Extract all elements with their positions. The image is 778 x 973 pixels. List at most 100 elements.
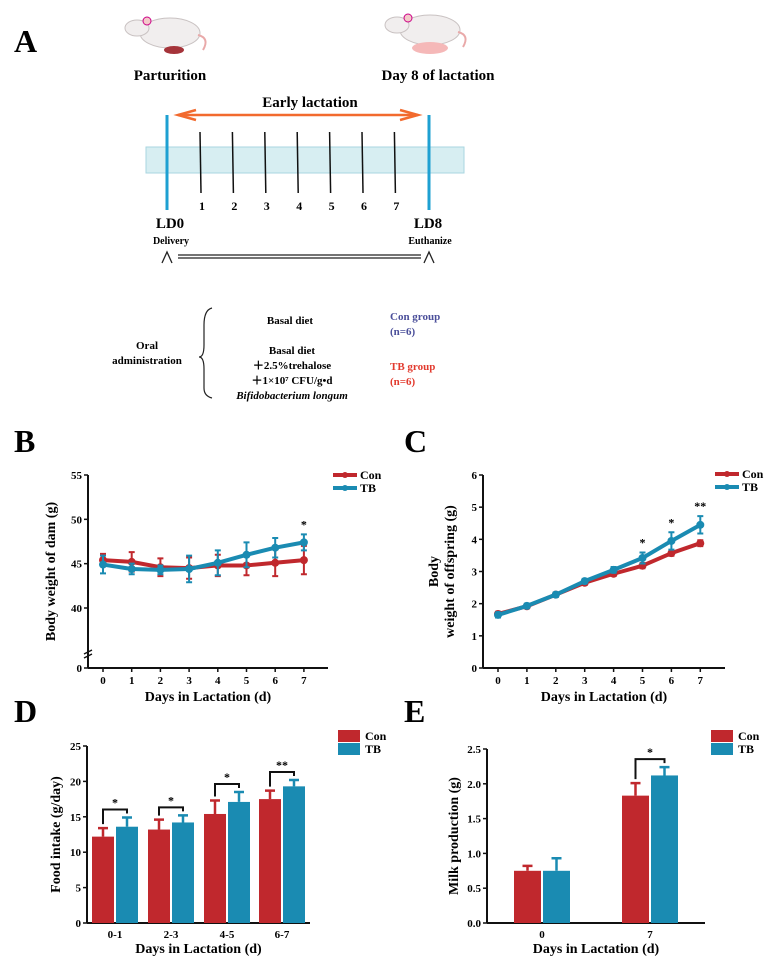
legend-marker xyxy=(724,484,730,490)
data-point xyxy=(156,565,165,574)
caption-parturition: Parturition xyxy=(134,68,207,84)
double-arrow xyxy=(173,108,423,122)
y-tick-label: 0 xyxy=(472,663,478,675)
tb-diet-4: Bifidobacterium longum xyxy=(235,390,348,402)
x-tick-label: 3 xyxy=(582,675,588,687)
x-tick-label: 5 xyxy=(640,675,646,687)
data-point xyxy=(99,560,107,569)
timeline-double-line xyxy=(161,250,435,264)
day-tick-label: 4 xyxy=(296,199,302,213)
bar-tb xyxy=(116,826,138,923)
ld8-label: LD8 xyxy=(414,216,442,232)
data-point xyxy=(271,558,280,567)
day-tick-line xyxy=(393,131,397,194)
error-bar xyxy=(659,765,670,776)
y-tick-label: 2 xyxy=(472,599,478,611)
bar-con xyxy=(92,836,114,923)
x-tick-label: 4 xyxy=(215,675,221,687)
legend-swatch xyxy=(711,730,733,742)
rat-parturition-illustration xyxy=(124,16,207,54)
x-tick-label: 0-1 xyxy=(108,929,123,941)
y-tick-label: 50 xyxy=(71,514,83,526)
panel-label-e: E xyxy=(404,693,425,729)
caption-day8: Day 8 of lactation xyxy=(382,68,496,84)
x-axis-label: Days in Lactation (d) xyxy=(541,690,668,705)
bar-tb xyxy=(228,801,250,923)
legend-swatch xyxy=(338,730,360,742)
day-tick-line xyxy=(199,131,202,194)
x-tick-label: 7 xyxy=(301,675,307,687)
tb-group-n: (n=6) xyxy=(390,376,416,388)
data-point xyxy=(667,549,676,558)
rat-day8-illustration xyxy=(384,13,467,54)
legend-label: Con xyxy=(742,467,764,481)
euthanize-label: Euthanize xyxy=(408,236,452,247)
con-diet: Basal diet xyxy=(267,315,313,327)
legend-marker xyxy=(342,485,348,491)
x-tick-label: 6 xyxy=(272,675,278,687)
y-tick-label: 6 xyxy=(472,470,478,482)
y-tick-label: 0 xyxy=(77,663,83,675)
data-point xyxy=(213,558,222,567)
y-axis-label: Body weight of dam (g) xyxy=(44,502,59,642)
legend-label: Con xyxy=(365,729,387,743)
legend-label: TB xyxy=(360,481,376,495)
day-tick-line xyxy=(296,131,299,194)
data-point xyxy=(242,550,251,559)
y-axis-label: Body xyxy=(427,556,442,587)
significance-marker: * xyxy=(301,517,307,531)
bar-tb xyxy=(283,786,305,923)
chart-c: 0 1 2 3 4 5 6 0 1 2 3 4 5 6 7 Days in Lactation (d) Body… xyxy=(427,467,764,705)
data-point xyxy=(696,539,705,548)
y-tick-label: 20 xyxy=(70,776,82,788)
significance-bracket xyxy=(269,770,295,787)
significance-bracket xyxy=(158,806,184,816)
legend-label: TB xyxy=(742,480,758,494)
legend-swatch xyxy=(711,743,733,755)
day-tick-line xyxy=(328,131,332,194)
tb-group-label: TB group xyxy=(390,361,435,373)
error-bar xyxy=(522,864,533,871)
data-point xyxy=(299,556,308,565)
y-tick-label: 1 xyxy=(472,631,478,643)
y-tick-label: 2.5 xyxy=(467,744,481,756)
significance-bracket xyxy=(102,808,128,825)
x-tick-label: 4 xyxy=(611,675,617,687)
day-tick-label: 7 xyxy=(393,199,399,213)
x-tick-label: 6 xyxy=(669,675,675,687)
x-tick-label: 2 xyxy=(553,675,559,687)
x-axis-label: Days in Lactation (d) xyxy=(145,690,272,705)
legend-label: TB xyxy=(738,742,754,756)
x-tick-label: 1 xyxy=(524,675,530,687)
y-tick-label: 45 xyxy=(71,559,83,571)
legend-label: TB xyxy=(365,742,381,756)
significance-marker: * xyxy=(647,745,653,759)
y-tick-label: 10 xyxy=(70,847,82,859)
error-bar xyxy=(234,790,244,802)
bar-tb xyxy=(651,775,678,923)
bar-con xyxy=(148,829,170,923)
y-tick-label: 1.0 xyxy=(467,848,481,860)
day-tick-label: 6 xyxy=(361,199,367,213)
x-tick-label: 2-3 xyxy=(164,929,179,941)
series-tb xyxy=(99,533,308,584)
data-point xyxy=(522,601,531,610)
bar-con xyxy=(514,870,541,923)
con-group-n: (n=6) xyxy=(390,326,416,338)
day-tick-line xyxy=(231,131,235,194)
bar-tb xyxy=(172,822,194,923)
y-tick-label: 0.0 xyxy=(467,918,481,930)
oral-label-2: administration xyxy=(112,355,182,367)
y-tick-label: 2.0 xyxy=(467,779,481,791)
day-tick-label: 3 xyxy=(264,199,270,213)
day-tick-label: 2 xyxy=(231,199,237,213)
error-bar xyxy=(265,789,275,800)
brace xyxy=(198,307,213,399)
data-point xyxy=(696,520,705,529)
treatment-band xyxy=(145,146,465,174)
y-axis-label: Food intake (g/day) xyxy=(49,776,64,893)
day-tick-label: 5 xyxy=(329,199,335,213)
error-bar xyxy=(630,781,641,796)
day-ticks: 1 2 3 4 5 6 7 xyxy=(199,131,399,213)
